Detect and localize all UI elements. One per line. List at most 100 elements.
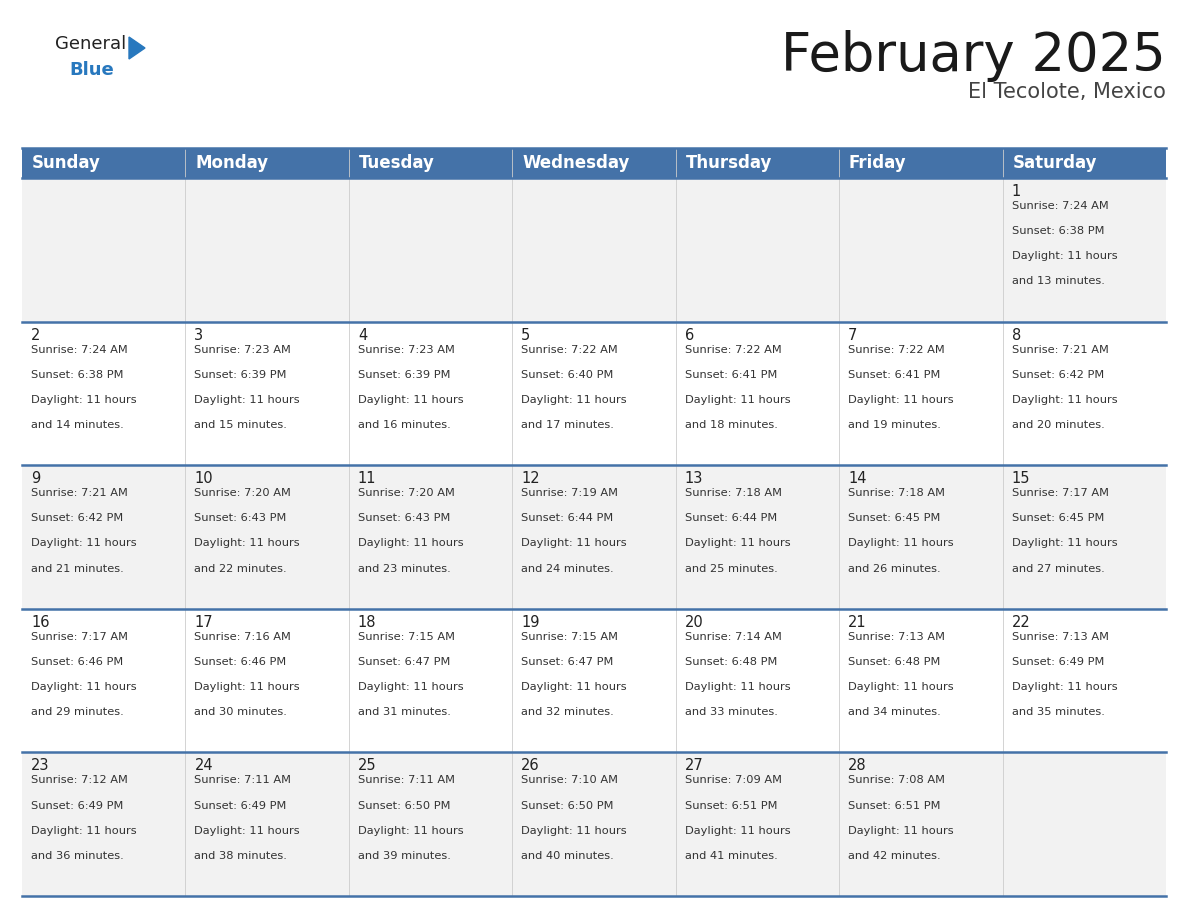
Text: Daylight: 11 hours: Daylight: 11 hours	[1011, 682, 1117, 692]
Bar	[512, 321, 676, 465]
Text: Sunrise: 7:09 AM: Sunrise: 7:09 AM	[684, 776, 782, 786]
Text: 10: 10	[195, 471, 213, 487]
Bar	[676, 321, 839, 465]
Text: and 38 minutes.: and 38 minutes.	[195, 851, 287, 861]
Text: Sunrise: 7:16 AM: Sunrise: 7:16 AM	[195, 632, 291, 642]
Text: Sunset: 6:39 PM: Sunset: 6:39 PM	[358, 370, 450, 380]
Text: 4: 4	[358, 328, 367, 342]
Bar	[1003, 178, 1165, 321]
Text: Sunset: 6:49 PM: Sunset: 6:49 PM	[195, 800, 286, 811]
Text: and 41 minutes.: and 41 minutes.	[684, 851, 777, 861]
Text: Daylight: 11 hours: Daylight: 11 hours	[684, 825, 790, 835]
Text: 25: 25	[358, 758, 377, 773]
Text: Daylight: 11 hours: Daylight: 11 hours	[195, 682, 301, 692]
Text: Daylight: 11 hours: Daylight: 11 hours	[522, 395, 627, 405]
Bar	[349, 321, 512, 465]
Text: 22: 22	[1011, 615, 1030, 630]
Text: Sunrise: 7:20 AM: Sunrise: 7:20 AM	[195, 488, 291, 498]
Text: Sunset: 6:43 PM: Sunset: 6:43 PM	[358, 513, 450, 523]
Text: and 30 minutes.: and 30 minutes.	[195, 707, 287, 717]
Text: and 17 minutes.: and 17 minutes.	[522, 420, 614, 430]
Text: Friday: Friday	[849, 154, 906, 172]
Bar	[839, 753, 1003, 896]
Text: and 35 minutes.: and 35 minutes.	[1011, 707, 1105, 717]
Text: and 29 minutes.: and 29 minutes.	[31, 707, 124, 717]
Bar	[512, 178, 676, 321]
Text: Sunset: 6:38 PM: Sunset: 6:38 PM	[1011, 226, 1104, 236]
Text: and 20 minutes.: and 20 minutes.	[1011, 420, 1105, 430]
Text: 20: 20	[684, 615, 703, 630]
Text: Tuesday: Tuesday	[359, 154, 435, 172]
Text: Sunrise: 7:18 AM: Sunrise: 7:18 AM	[848, 488, 946, 498]
Text: Saturday: Saturday	[1012, 154, 1097, 172]
Text: and 21 minutes.: and 21 minutes.	[31, 564, 124, 574]
Text: Sunset: 6:46 PM: Sunset: 6:46 PM	[195, 657, 286, 667]
Text: Sunrise: 7:15 AM: Sunrise: 7:15 AM	[358, 632, 455, 642]
Text: General: General	[55, 35, 126, 53]
Text: Sunrise: 7:24 AM: Sunrise: 7:24 AM	[31, 344, 128, 354]
Text: Sunrise: 7:12 AM: Sunrise: 7:12 AM	[31, 776, 128, 786]
Text: Sunset: 6:38 PM: Sunset: 6:38 PM	[31, 370, 124, 380]
Text: and 32 minutes.: and 32 minutes.	[522, 707, 614, 717]
Text: 16: 16	[31, 615, 50, 630]
Text: Thursday: Thursday	[685, 154, 772, 172]
Text: Daylight: 11 hours: Daylight: 11 hours	[522, 682, 627, 692]
Bar	[1003, 148, 1165, 178]
Text: 2: 2	[31, 328, 40, 342]
Text: Sunset: 6:41 PM: Sunset: 6:41 PM	[848, 370, 941, 380]
Text: and 16 minutes.: and 16 minutes.	[358, 420, 450, 430]
Text: 18: 18	[358, 615, 377, 630]
Text: Sunrise: 7:21 AM: Sunrise: 7:21 AM	[1011, 344, 1108, 354]
Bar	[23, 753, 185, 896]
Bar	[23, 178, 185, 321]
Text: Daylight: 11 hours: Daylight: 11 hours	[1011, 539, 1117, 548]
Text: and 40 minutes.: and 40 minutes.	[522, 851, 614, 861]
Text: 17: 17	[195, 615, 213, 630]
Text: 7: 7	[848, 328, 858, 342]
Bar	[349, 465, 512, 609]
Text: Sunrise: 7:22 AM: Sunrise: 7:22 AM	[522, 344, 618, 354]
Bar	[1003, 609, 1165, 753]
Text: Sunrise: 7:19 AM: Sunrise: 7:19 AM	[522, 488, 618, 498]
Text: Sunset: 6:45 PM: Sunset: 6:45 PM	[848, 513, 941, 523]
Text: Sunrise: 7:21 AM: Sunrise: 7:21 AM	[31, 488, 128, 498]
Text: Sunset: 6:46 PM: Sunset: 6:46 PM	[31, 657, 124, 667]
Text: Daylight: 11 hours: Daylight: 11 hours	[358, 395, 463, 405]
Text: 15: 15	[1011, 471, 1030, 487]
Text: 24: 24	[195, 758, 213, 773]
Text: Sunset: 6:39 PM: Sunset: 6:39 PM	[195, 370, 287, 380]
Text: and 22 minutes.: and 22 minutes.	[195, 564, 287, 574]
Text: Sunset: 6:43 PM: Sunset: 6:43 PM	[195, 513, 286, 523]
Bar	[23, 321, 185, 465]
Text: Sunset: 6:51 PM: Sunset: 6:51 PM	[684, 800, 777, 811]
Bar	[349, 148, 512, 178]
Text: Sunset: 6:47 PM: Sunset: 6:47 PM	[358, 657, 450, 667]
Text: and 15 minutes.: and 15 minutes.	[195, 420, 287, 430]
Text: and 24 minutes.: and 24 minutes.	[522, 564, 614, 574]
Text: Daylight: 11 hours: Daylight: 11 hours	[522, 825, 627, 835]
Text: Daylight: 11 hours: Daylight: 11 hours	[848, 539, 954, 548]
Bar	[185, 753, 349, 896]
Text: Daylight: 11 hours: Daylight: 11 hours	[31, 539, 137, 548]
Text: and 26 minutes.: and 26 minutes.	[848, 564, 941, 574]
Text: Sunset: 6:50 PM: Sunset: 6:50 PM	[522, 800, 614, 811]
Text: Sunrise: 7:23 AM: Sunrise: 7:23 AM	[358, 344, 455, 354]
Text: Sunrise: 7:13 AM: Sunrise: 7:13 AM	[848, 632, 946, 642]
Text: Sunset: 6:50 PM: Sunset: 6:50 PM	[358, 800, 450, 811]
Bar	[185, 178, 349, 321]
Text: 9: 9	[31, 471, 40, 487]
Text: February 2025: February 2025	[782, 30, 1165, 82]
Text: 28: 28	[848, 758, 867, 773]
Text: Sunrise: 7:15 AM: Sunrise: 7:15 AM	[522, 632, 618, 642]
Bar	[1003, 753, 1165, 896]
Text: Monday: Monday	[195, 154, 268, 172]
Text: and 23 minutes.: and 23 minutes.	[358, 564, 450, 574]
Bar	[839, 609, 1003, 753]
Text: and 42 minutes.: and 42 minutes.	[848, 851, 941, 861]
Text: Sunset: 6:47 PM: Sunset: 6:47 PM	[522, 657, 614, 667]
Text: Daylight: 11 hours: Daylight: 11 hours	[684, 682, 790, 692]
Bar	[185, 465, 349, 609]
Bar	[23, 148, 185, 178]
Text: 3: 3	[195, 328, 203, 342]
Bar	[349, 178, 512, 321]
